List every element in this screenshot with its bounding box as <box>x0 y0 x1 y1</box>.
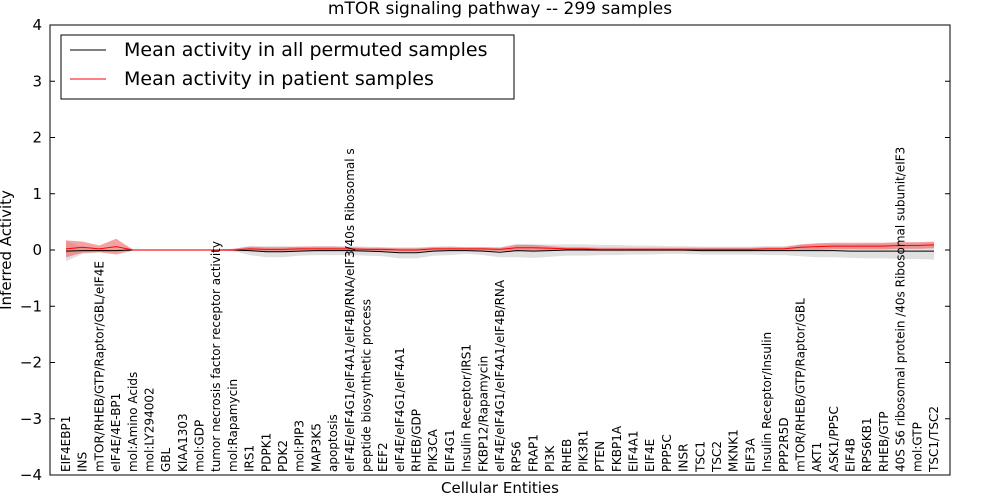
x-category-label: EIF4E <box>643 439 657 472</box>
x-category-label: mol:Rapamycin <box>226 379 240 472</box>
x-category-label: 40S S6 ribosomal protein /40s Ribosomal … <box>894 147 908 472</box>
x-category-label: mol:PIP3 <box>293 420 307 472</box>
y-tick-label: −3 <box>20 410 42 428</box>
x-category-label: EIF4EBP1 <box>59 416 73 472</box>
legend-box <box>60 34 515 100</box>
x-category-labels: EIF4EBP1 INS mTOR/RHEB/GTP/Raptor/GBL/eIF4… <box>59 147 941 473</box>
patient-mean-line <box>65 244 935 251</box>
uncertainty-bands <box>66 238 934 262</box>
x-category-label: PPP5C <box>660 434 674 472</box>
x-category-label: eIF4E/4E-BP1 <box>109 393 123 472</box>
x-category-label: peptide biosynthetic process <box>359 299 373 472</box>
x-category-label: RHEB/GTP <box>877 411 891 472</box>
x-category-label: TSC1 <box>693 441 707 473</box>
x-category-label: TSC2 <box>710 441 724 473</box>
y-axis-ticks: −4 −3 −2 −1 0 1 2 3 4 <box>20 16 950 484</box>
y-tick-label: 1 <box>32 185 42 203</box>
x-category-label: PPP2R5D <box>777 417 791 472</box>
x-category-label: AKT1 <box>810 442 824 472</box>
x-axis-label: Cellular Entities <box>441 479 559 497</box>
x-category-label: PTEN <box>593 441 607 472</box>
x-category-label: RHEB/GDP <box>410 409 424 472</box>
x-category-label: PDK2 <box>276 440 290 472</box>
x-category-label: tumor necrosis factor receptor activity <box>209 241 223 472</box>
x-category-label: FKBP1A <box>610 425 624 472</box>
x-category-label: eIF4E/eIF4G1/eIF4A1/eIF4B/RNA <box>493 279 507 472</box>
x-category-label: KIAA1303 <box>176 413 190 472</box>
x-category-label: FKBP12/Rapamycin <box>476 356 490 472</box>
x-category-label: RPS6 <box>510 441 524 472</box>
x-category-label: mol:LY294002 <box>142 387 156 472</box>
x-category-label: EIF3A <box>743 437 757 472</box>
x-category-label: mTOR/RHEB/GTP/Raptor/GBL/eIF4E <box>92 261 106 472</box>
x-category-label: Insulin Receptor/Insulin <box>760 332 774 472</box>
x-category-label: eIF4E/eIF4G1/eIF4A1/eIF4B/RNA/eIF3/40s R… <box>343 148 357 472</box>
y-tick-label: 2 <box>32 129 42 147</box>
y-tick-label: −4 <box>20 466 42 484</box>
y-axis-label: Inferred Activity <box>0 190 15 310</box>
x-category-label: EEF2 <box>376 442 390 472</box>
permuted-band <box>66 241 934 262</box>
x-category-label: PIK3CA <box>426 428 440 472</box>
x-category-label: INSR <box>677 444 691 472</box>
x-category-label: GBL <box>159 447 173 472</box>
x-category-label: PI3K <box>543 445 557 472</box>
x-category-label: EIF4A1 <box>627 430 641 472</box>
x-category-label: ASK1/PP5C <box>827 406 841 472</box>
x-category-label: PIK3R1 <box>576 430 590 472</box>
x-category-label: PDPK1 <box>259 433 273 472</box>
x-category-label: MAP3K5 <box>309 423 323 472</box>
x-category-label: mTOR/RHEB/GTP/Raptor/GBL <box>793 298 807 472</box>
patient-band <box>66 238 934 258</box>
x-category-label: EIF4G1 <box>443 429 457 472</box>
legend-label-patient: Mean activity in patient samples <box>124 68 434 90</box>
x-category-label: mol:Amino Acids <box>126 372 140 472</box>
y-tick-label: 3 <box>32 72 42 90</box>
x-category-label: MKNK1 <box>727 429 741 472</box>
x-category-label: EIF4B <box>844 438 858 472</box>
x-category-label: INS <box>76 452 90 472</box>
y-tick-label: −2 <box>20 354 42 372</box>
y-tick-label: 4 <box>32 16 42 34</box>
series-lines <box>65 244 935 254</box>
x-category-label: mol:GDP <box>193 420 207 472</box>
x-category-label: RHEB <box>560 439 574 472</box>
legend: Mean activity in all permuted samples Me… <box>60 34 515 100</box>
x-category-label: mol:GTP <box>910 422 924 472</box>
x-category-label: RPS6KB1 <box>860 417 874 472</box>
x-category-label: FRAP1 <box>526 434 540 472</box>
plot-frame <box>49 24 951 476</box>
x-category-label: IRS1 <box>243 445 257 472</box>
y-tick-label: 0 <box>32 241 42 259</box>
x-category-label: apoptosis <box>326 414 340 472</box>
x-category-label: eIF4E/eIF4G1/eIF4A1 <box>393 347 407 472</box>
legend-label-permuted: Mean activity in all permuted samples <box>124 39 487 61</box>
chart-title: mTOR signaling pathway -- 299 samples <box>328 0 672 19</box>
x-category-label: Insulin Receptor/IRS1 <box>460 344 474 472</box>
x-category-label: TSC1/TSC2 <box>927 406 941 473</box>
y-tick-label: −1 <box>20 297 42 315</box>
